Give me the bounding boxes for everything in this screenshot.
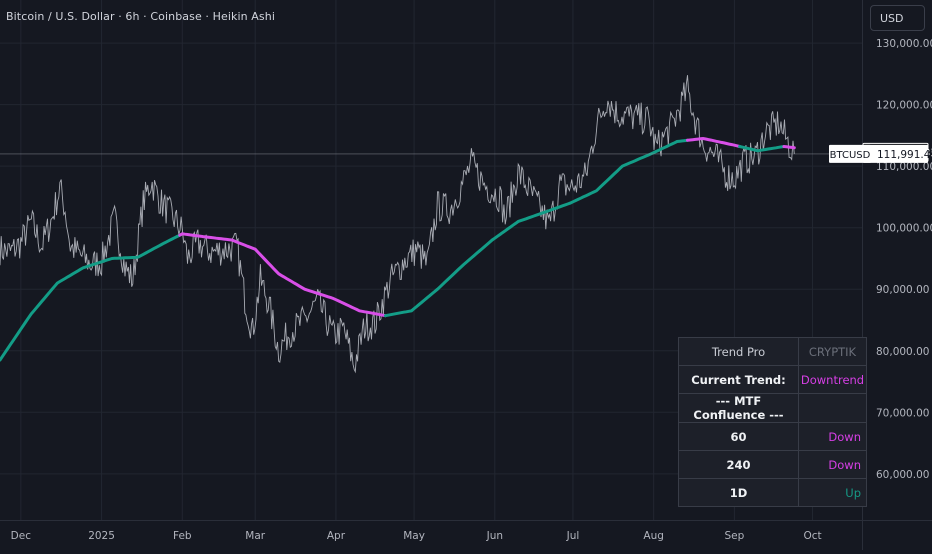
x-tick-label: Jun [486, 530, 503, 542]
chart-title: Bitcoin / U.S. Dollar · 6h · Coinbase · … [6, 10, 275, 23]
x-tick-label: May [403, 530, 425, 542]
x-tick-label: Apr [327, 530, 346, 542]
symbol-tag-badge [829, 144, 871, 163]
y-tick-label: 130,000.00 [876, 38, 932, 50]
symbol-tag-label: BTCUSD [830, 150, 871, 161]
timeframe-row: 60 Down [678, 422, 867, 451]
trend-line-segment [0, 233, 182, 362]
last-price-badge [863, 144, 928, 163]
timeframe-label: 1D [678, 478, 799, 507]
y-tick-label: 120,000.00 [876, 100, 932, 112]
x-tick-label: Aug [643, 530, 664, 542]
timeframe-row: 240 Down [678, 450, 867, 479]
x-tick-label: Mar [245, 530, 265, 542]
timeframe-label: 240 [678, 450, 799, 479]
series [0, 75, 862, 374]
timeframe-trend: Up [798, 478, 867, 507]
x-tick-label: Feb [173, 530, 192, 542]
y-tick-label: 100,000.00 [876, 223, 932, 235]
x-tick-label: Jul [566, 530, 580, 542]
y-tick-label: 110,000.00 [876, 161, 932, 173]
x-tick-label: Oct [803, 530, 821, 542]
trend-table-brand: CRYPTIK [798, 337, 867, 366]
trend-line-segment [178, 232, 387, 318]
y-tick-label: 80,000.00 [876, 346, 929, 358]
timeframe-label: 60 [678, 422, 799, 451]
trend-line-segment [383, 138, 689, 318]
x-tick-label: Sep [724, 530, 744, 542]
last-price-label: 111,991.42 [877, 149, 932, 161]
current-trend-label: Current Trend: [678, 365, 799, 394]
trend-table-header-row: Trend Pro CRYPTIK [678, 337, 867, 366]
y-tick-label: 90,000.00 [876, 284, 929, 296]
y-tick-label: 70,000.00 [876, 407, 929, 419]
confluence-row: --- MTF Confluence --- [678, 393, 867, 423]
timeframe-trend: Down [798, 450, 867, 479]
current-trend-value: Downtrend [798, 365, 867, 394]
trend-table-title: Trend Pro [678, 337, 799, 366]
confluence-label: --- MTF Confluence --- [678, 393, 799, 423]
trend-line-segment [686, 136, 742, 148]
x-tick-label: Dec [11, 530, 32, 542]
y-tick-label: 60,000.00 [876, 469, 929, 481]
trend-line-segment [782, 145, 796, 150]
price-line [0, 75, 795, 374]
trend-table: Trend Pro CRYPTIK Current Trend: Downtre… [678, 337, 867, 507]
x-tick-label: 2025 [88, 530, 115, 542]
timeframe-trend: Down [798, 422, 867, 451]
confluence-empty-cell [798, 393, 867, 423]
timeframe-row: 1D Up [678, 478, 867, 507]
currency-button[interactable]: USD [870, 5, 925, 31]
price-scale[interactable] [862, 0, 932, 550]
current-trend-row: Current Trend: Downtrend [678, 365, 867, 394]
trend-line-segment [738, 145, 786, 153]
